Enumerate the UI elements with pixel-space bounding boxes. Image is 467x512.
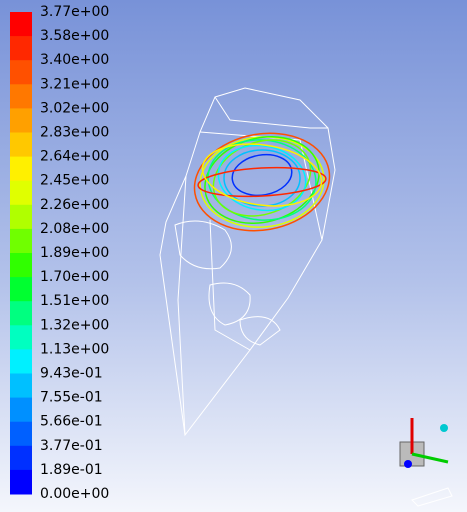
colorbar-band	[10, 60, 32, 85]
colorbar-label: 2.83e+00	[40, 125, 109, 141]
colorbar-band	[10, 397, 32, 423]
colorbar-band	[10, 36, 32, 61]
colorbar-label: 1.51e+00	[40, 293, 109, 309]
colorbar-band	[10, 277, 32, 302]
colorbar-label: 5.66e-01	[40, 414, 103, 430]
colorbar-band	[10, 469, 32, 495]
colorbar-band	[10, 84, 32, 109]
colorbar-label: 2.64e+00	[40, 149, 109, 165]
pathlines	[193, 132, 331, 232]
colorbar-band	[10, 228, 32, 254]
colorbar-band	[10, 132, 32, 158]
colorbar-label: 9.43e-01	[40, 366, 103, 382]
axis-triad	[399, 418, 453, 507]
colorbar-label: 3.21e+00	[40, 76, 109, 92]
colorbar-band	[10, 421, 32, 447]
colorbar-label: 1.13e+00	[40, 341, 109, 357]
colorbar-label: 2.45e+00	[40, 173, 109, 189]
colorbar-band	[10, 373, 32, 399]
colorbar-label: 3.02e+00	[40, 100, 109, 116]
colorbar-label: 3.77e+00	[40, 4, 109, 20]
colorbar-label: 0.00e+00	[40, 486, 109, 502]
colorbar-band	[10, 108, 32, 133]
colorbar-band	[10, 349, 32, 374]
colorbar-label: 2.08e+00	[40, 221, 109, 237]
colorbar-band	[10, 12, 32, 37]
colorbar-label: 2.26e+00	[40, 197, 109, 213]
colorbar-band	[10, 445, 32, 471]
colorbar-label: 3.40e+00	[40, 52, 109, 68]
colorbar-label: 1.32e+00	[40, 317, 109, 333]
colorbar-band	[10, 253, 32, 278]
wireframe	[159, 87, 336, 437]
colorbar-label: 3.58e+00	[40, 28, 109, 44]
colorbar-band	[10, 301, 32, 326]
colorbar-label: 3.77e-01	[40, 438, 103, 454]
colorbar-label: 7.55e-01	[40, 390, 103, 406]
colorbar-label: 1.70e+00	[40, 269, 109, 285]
colorbar-label: 1.89e+00	[40, 245, 109, 261]
colorbar-band	[10, 156, 32, 182]
colorbar-band	[10, 325, 32, 350]
colorbar-band	[10, 204, 32, 230]
colorbar-band	[10, 180, 32, 206]
colorbar-label: 1.89e-01	[40, 462, 103, 478]
